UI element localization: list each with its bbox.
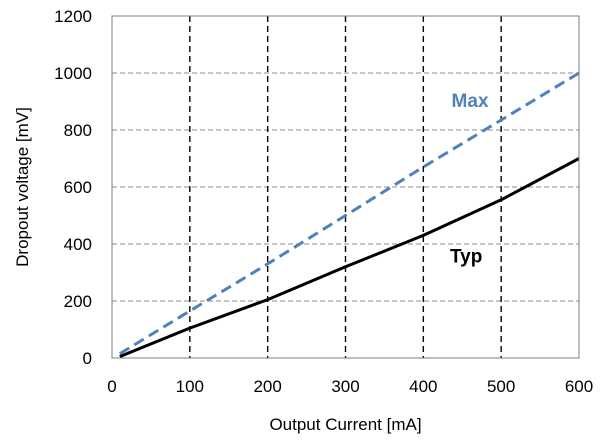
- y-tick-label: 800: [64, 121, 92, 140]
- series-annotation-max: Max: [452, 91, 489, 112]
- series-annotations: Max Typ: [450, 91, 489, 267]
- y-tick-label: 400: [64, 235, 92, 254]
- x-tick-label: 500: [487, 377, 515, 396]
- x-axis-ticks: 0 100 200 300 400 500 600: [107, 377, 593, 396]
- x-tick-label: 300: [331, 377, 359, 396]
- x-tick-label: 0: [107, 377, 116, 396]
- plot-area-frame: [111, 15, 580, 359]
- x-axis-title: Output Current [mA]: [269, 415, 421, 434]
- series-line-max: [119, 71, 580, 355]
- x-tick-label: 400: [409, 377, 437, 396]
- y-axis-title: Dropout voltage [mV]: [13, 107, 32, 267]
- series-annotation-typ: Typ: [450, 247, 482, 268]
- x-tick-label: 600: [565, 377, 593, 396]
- y-tick-label: 1000: [54, 64, 92, 83]
- x-tick-label: 100: [176, 377, 204, 396]
- y-axis-ticks: 0 200 400 600 800 1000 1200: [54, 7, 92, 368]
- x-tick-label: 200: [253, 377, 281, 396]
- y-tick-label: 600: [64, 178, 92, 197]
- grid: [112, 16, 579, 358]
- y-tick-label: 200: [64, 292, 92, 311]
- y-tick-label: 0: [83, 349, 92, 368]
- series-group: [119, 71, 580, 358]
- y-tick-label: 1200: [54, 7, 92, 26]
- series-line-typ: [119, 157, 580, 358]
